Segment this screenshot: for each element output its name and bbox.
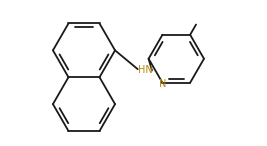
Text: N: N xyxy=(159,79,166,89)
Text: HN: HN xyxy=(138,66,153,75)
